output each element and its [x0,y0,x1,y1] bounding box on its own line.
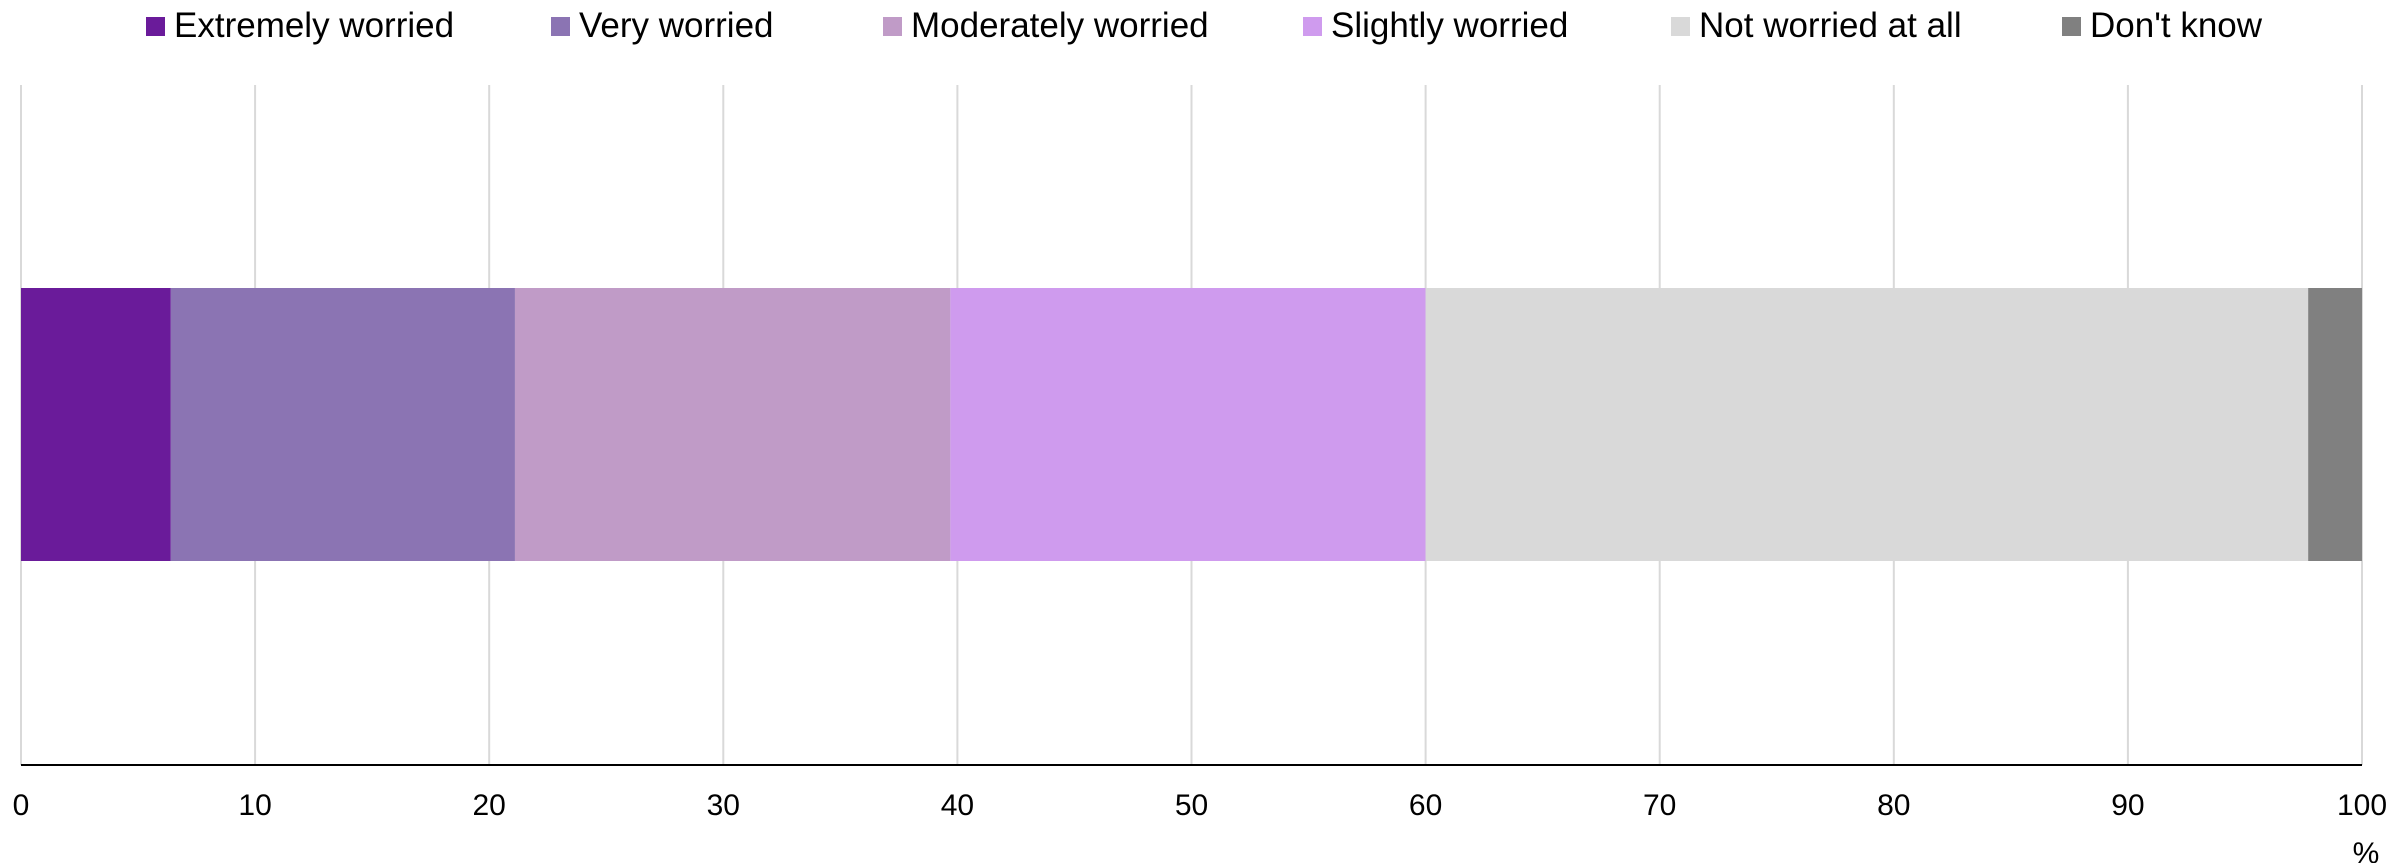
bar-segment-not-worried-at-all [1425,288,2309,561]
bar-segment-very-worried [170,288,515,561]
legend-label-moderately-worried: Moderately worried [911,6,1209,45]
bar-segment-extremely-worried [21,288,171,561]
bar-segment-moderately-worried [514,288,951,561]
x-tick-label-50: 50 [1175,789,1208,822]
bar-segment-don-t-know [2308,288,2362,561]
bar-segment-slightly-worried [950,288,1426,561]
legend-swatch-very-worried [551,16,570,36]
x-axis-tick-labels: 0 10 20 30 40 50 60 70 80 90 100 [13,789,2387,822]
x-tick-label-60: 60 [1409,789,1442,822]
x-tick-label-80: 80 [1877,789,1910,822]
x-tick-label-0: 0 [13,789,30,822]
legend-item-very-worried: Very worried [551,6,774,46]
x-tick-label-100: 100 [2337,789,2387,822]
x-tick-label-30: 30 [707,789,740,822]
legend-swatch-moderately-worried [883,16,902,36]
legend-swatch-slightly-worried [1303,16,1322,36]
x-tick-label-10: 10 [238,789,271,822]
legend-label-not-worried-at-all: Not worried at all [1699,6,1962,45]
legend-item-slightly-worried: Slightly worried [1303,6,1568,46]
x-tick-label-70: 70 [1643,789,1676,822]
chart-legend: Extremely worried Very worried Moderatel… [0,0,2402,50]
legend-swatch-dont-know [2062,16,2081,36]
legend-item-not-worried-at-all: Not worried at all [1671,6,1962,46]
x-tick-label-90: 90 [2111,789,2144,822]
x-tick-label-20: 20 [473,789,506,822]
legend-label-dont-know: Don't know [2090,6,2263,45]
x-axis-unit-label: % [2353,837,2380,863]
legend-swatch-extremely-worried [146,16,165,36]
legend-label-extremely-worried: Extremely worried [174,6,455,45]
legend-swatch-not-worried-at-all [1671,16,1690,36]
bar-segments [21,288,2362,561]
legend-item-extremely-worried: Extremely worried [146,6,454,46]
legend-label-slightly-worried: Slightly worried [1331,6,1569,45]
x-tick-label-40: 40 [941,789,974,822]
legend-item-moderately-worried: Moderately worried [883,6,1209,46]
legend-label-very-worried: Very worried [579,6,774,45]
legend-item-dont-know: Don't know [2062,6,2262,46]
